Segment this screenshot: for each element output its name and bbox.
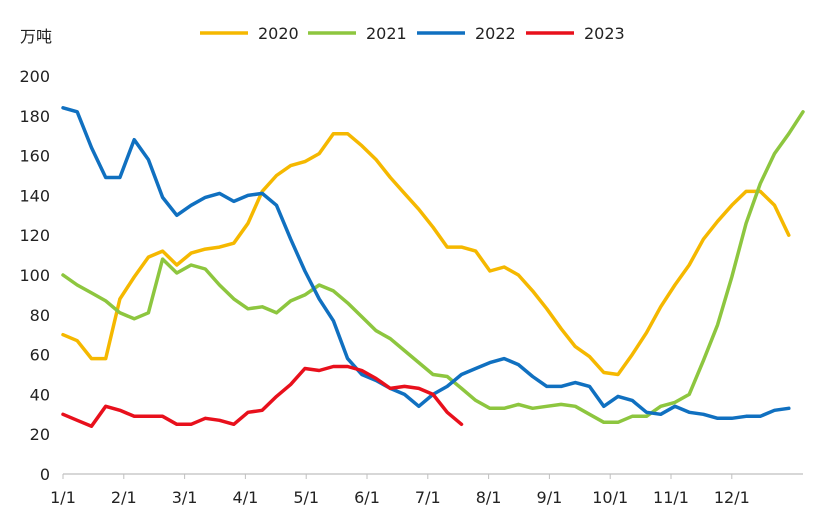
- x-tick-label: 11/1: [653, 488, 689, 507]
- series-line-2022: [61, 106, 791, 421]
- y-tick-label: 20: [30, 425, 50, 444]
- legend-label-2021: 2021: [366, 24, 407, 43]
- x-tick-label: 1/1: [50, 488, 76, 507]
- x-tick-label: 7/1: [415, 488, 441, 507]
- x-tick-label: 8/1: [476, 488, 502, 507]
- y-tick-label: 100: [19, 266, 50, 285]
- y-tick-label: 80: [30, 306, 50, 325]
- x-tick-label: 6/1: [354, 488, 380, 507]
- y-axis-unit-label: 万吨: [20, 27, 52, 46]
- y-tick-label: 160: [19, 147, 50, 166]
- legend-label-2020: 2020: [258, 24, 299, 43]
- y-tick-label: 60: [30, 346, 50, 365]
- series-lines: [61, 106, 805, 428]
- y-tick-label: 0: [40, 465, 50, 484]
- x-tick-label: 10/1: [592, 488, 628, 507]
- x-tick-label: 3/1: [172, 488, 198, 507]
- y-tick-label: 140: [19, 186, 50, 205]
- series-line-2021: [61, 110, 805, 425]
- y-tick-label: 200: [19, 67, 50, 86]
- legend-label-2023: 2023: [584, 24, 625, 43]
- legend-label-2022: 2022: [475, 24, 516, 43]
- x-tick-label: 4/1: [233, 488, 259, 507]
- y-axis-ticks: 0 20 40 60 80 100 120 140 160 180 200: [19, 67, 50, 484]
- x-axis-ticks: 1/1 2/1 3/1 4/1 5/1 6/1 7/1 8/1 9/1 10/1 11/1 12/1: [50, 474, 750, 507]
- x-tick-label: 9/1: [537, 488, 563, 507]
- series-line-2023: [61, 364, 464, 428]
- series-line-2020: [61, 131, 791, 377]
- y-tick-label: 120: [19, 226, 50, 245]
- x-tick-label: 5/1: [293, 488, 319, 507]
- y-tick-label: 40: [30, 385, 50, 404]
- x-tick-label: 2/1: [111, 488, 137, 507]
- legend: 2020 2021 2022 2023: [200, 24, 625, 43]
- y-tick-label: 180: [19, 107, 50, 126]
- x-tick-label: 12/1: [714, 488, 750, 507]
